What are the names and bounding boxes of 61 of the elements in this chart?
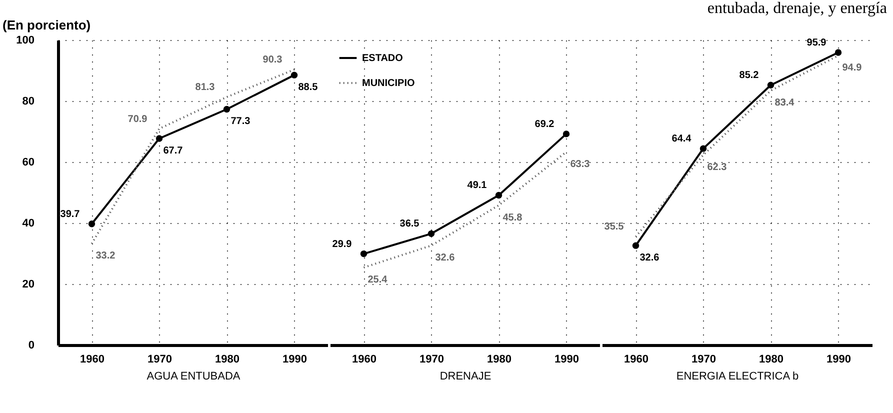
data-label: 67.7 bbox=[163, 146, 184, 157]
x-tick-label: 1980 bbox=[759, 354, 784, 366]
data-label: 29.9 bbox=[332, 238, 352, 250]
data-label: 32.6 bbox=[640, 252, 660, 264]
data-label: 35.5 bbox=[604, 222, 624, 233]
x-tick-label: 1970 bbox=[148, 354, 172, 366]
point bbox=[767, 82, 774, 88]
x-tick-label: 1960 bbox=[352, 354, 376, 366]
legend-label: ESTADO bbox=[362, 53, 404, 64]
y-tick-label: 100 bbox=[16, 34, 34, 46]
x-axis-title: AGUA ENTUBADA bbox=[146, 370, 241, 382]
point bbox=[360, 250, 368, 258]
point bbox=[223, 106, 230, 113]
data-label: 70.9 bbox=[128, 114, 148, 125]
data-label: 85.2 bbox=[739, 70, 760, 82]
point bbox=[495, 192, 502, 199]
point bbox=[834, 49, 842, 56]
x-axis-title: DRENAJE bbox=[440, 370, 492, 382]
text: entubada, drenaje, y energía bbox=[707, 0, 887, 18]
point bbox=[428, 230, 435, 238]
data-label: 49.1 bbox=[467, 180, 488, 192]
legend-label: MUNICIPIO bbox=[362, 78, 415, 89]
x-axis-title: ENERGIA ELECTRICA b bbox=[676, 370, 799, 382]
x-tick-label: 1970 bbox=[692, 354, 716, 366]
x-tick-label: 1980 bbox=[215, 354, 240, 366]
y-tick-label: 80 bbox=[22, 96, 34, 108]
data-label: 81.3 bbox=[195, 82, 216, 94]
data-label: 64.4 bbox=[672, 134, 692, 145]
x-tick-label: 1960 bbox=[624, 354, 648, 366]
x-tick-label: 1960 bbox=[80, 354, 104, 366]
data-label: 39.7 bbox=[60, 208, 80, 220]
data-label: 63.3 bbox=[570, 158, 590, 170]
data-label: 90.3 bbox=[262, 54, 283, 66]
data-label: 32.6 bbox=[435, 252, 456, 264]
x-tick-label: 1980 bbox=[487, 354, 512, 366]
y-tick-label: 60 bbox=[22, 156, 34, 168]
x-tick-label: 1990 bbox=[282, 354, 307, 366]
data-label: 62.3 bbox=[707, 162, 728, 173]
point bbox=[632, 242, 640, 249]
x-tick-label: 1990 bbox=[826, 354, 851, 366]
data-label: 83.4 bbox=[774, 98, 795, 109]
x-tick-label: 1990 bbox=[554, 354, 579, 366]
data-label: 25.4 bbox=[368, 274, 388, 286]
data-label: 94.9 bbox=[842, 62, 862, 74]
data-label: 36.5 bbox=[400, 218, 420, 230]
data-label: 88.5 bbox=[298, 82, 318, 94]
point bbox=[290, 72, 298, 78]
point bbox=[700, 145, 707, 152]
point bbox=[156, 135, 163, 142]
point bbox=[88, 220, 96, 228]
y-axis-title: (En porciento) bbox=[2, 18, 91, 32]
data-label: 69.2 bbox=[534, 118, 555, 130]
point bbox=[562, 130, 570, 138]
data-label: 33.2 bbox=[96, 250, 116, 262]
data-label: 45.8 bbox=[502, 212, 523, 224]
y-tick-label: 20 bbox=[22, 278, 34, 290]
y-tick-label: 40 bbox=[22, 218, 34, 230]
y-tick-label: 0 bbox=[28, 340, 34, 352]
x-tick-label: 1970 bbox=[420, 354, 444, 366]
data-label: 95.9 bbox=[806, 38, 827, 49]
data-label: 77.3 bbox=[230, 116, 251, 128]
